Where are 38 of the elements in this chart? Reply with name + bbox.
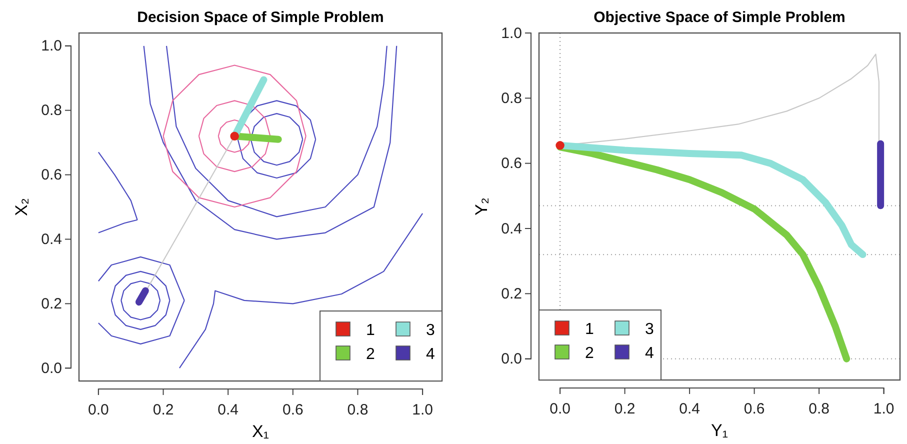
- legend-label: 2: [366, 346, 375, 363]
- legend-label: 1: [366, 322, 375, 339]
- y-tick-label: 0.8: [501, 90, 522, 107]
- y-tick-label: 0.0: [501, 350, 522, 368]
- x-tick-label: 1.0: [412, 402, 433, 418]
- y-tick-label: 0.2: [41, 295, 62, 312]
- y-tick-label: 1.0: [501, 24, 522, 42]
- x-axis-title: Y₁: [710, 421, 728, 440]
- y-axis-title: Y₂: [472, 198, 491, 216]
- chart-title: Decision Space of Simple Problem: [137, 9, 384, 26]
- x-tick-label: 0.6: [282, 402, 304, 418]
- x-tick-label: 0.0: [88, 402, 109, 418]
- y-tick-label: 1.0: [41, 38, 62, 55]
- x-tick-label: 0.8: [347, 402, 368, 418]
- y-tick-label: 0.6: [501, 155, 522, 172]
- y-axis-title: X₂: [12, 198, 31, 216]
- legend-label: 1: [585, 321, 594, 338]
- x-tick-label: 0.0: [550, 400, 570, 418]
- legend-label: 4: [426, 346, 435, 363]
- y-tick-label: 0.6: [41, 166, 62, 184]
- legend-label: 3: [426, 322, 435, 339]
- legend-label: 3: [645, 321, 654, 338]
- x-tick-label: 0.6: [744, 400, 765, 418]
- x-tick-label: 0.2: [614, 400, 636, 418]
- x-tick-label: 0.2: [152, 402, 174, 418]
- x-axis-title: X₁: [252, 422, 270, 441]
- legend-label: 2: [585, 345, 594, 362]
- y-tick-label: 0.4: [501, 220, 522, 238]
- y-tick-label: 0.0: [41, 360, 62, 377]
- y-tick-label: 0.4: [41, 231, 62, 248]
- legend-label: 4: [645, 345, 654, 362]
- y-tick-label: 0.8: [41, 102, 62, 120]
- x-tick-label: 1.0: [873, 400, 894, 418]
- x-tick-label: 0.8: [808, 400, 830, 418]
- x-tick-label: 0.4: [679, 400, 700, 418]
- y-tick-label: 0.2: [501, 285, 522, 302]
- chart-title: Objective Space of Simple Problem: [594, 9, 846, 26]
- x-tick-label: 0.4: [218, 402, 239, 418]
